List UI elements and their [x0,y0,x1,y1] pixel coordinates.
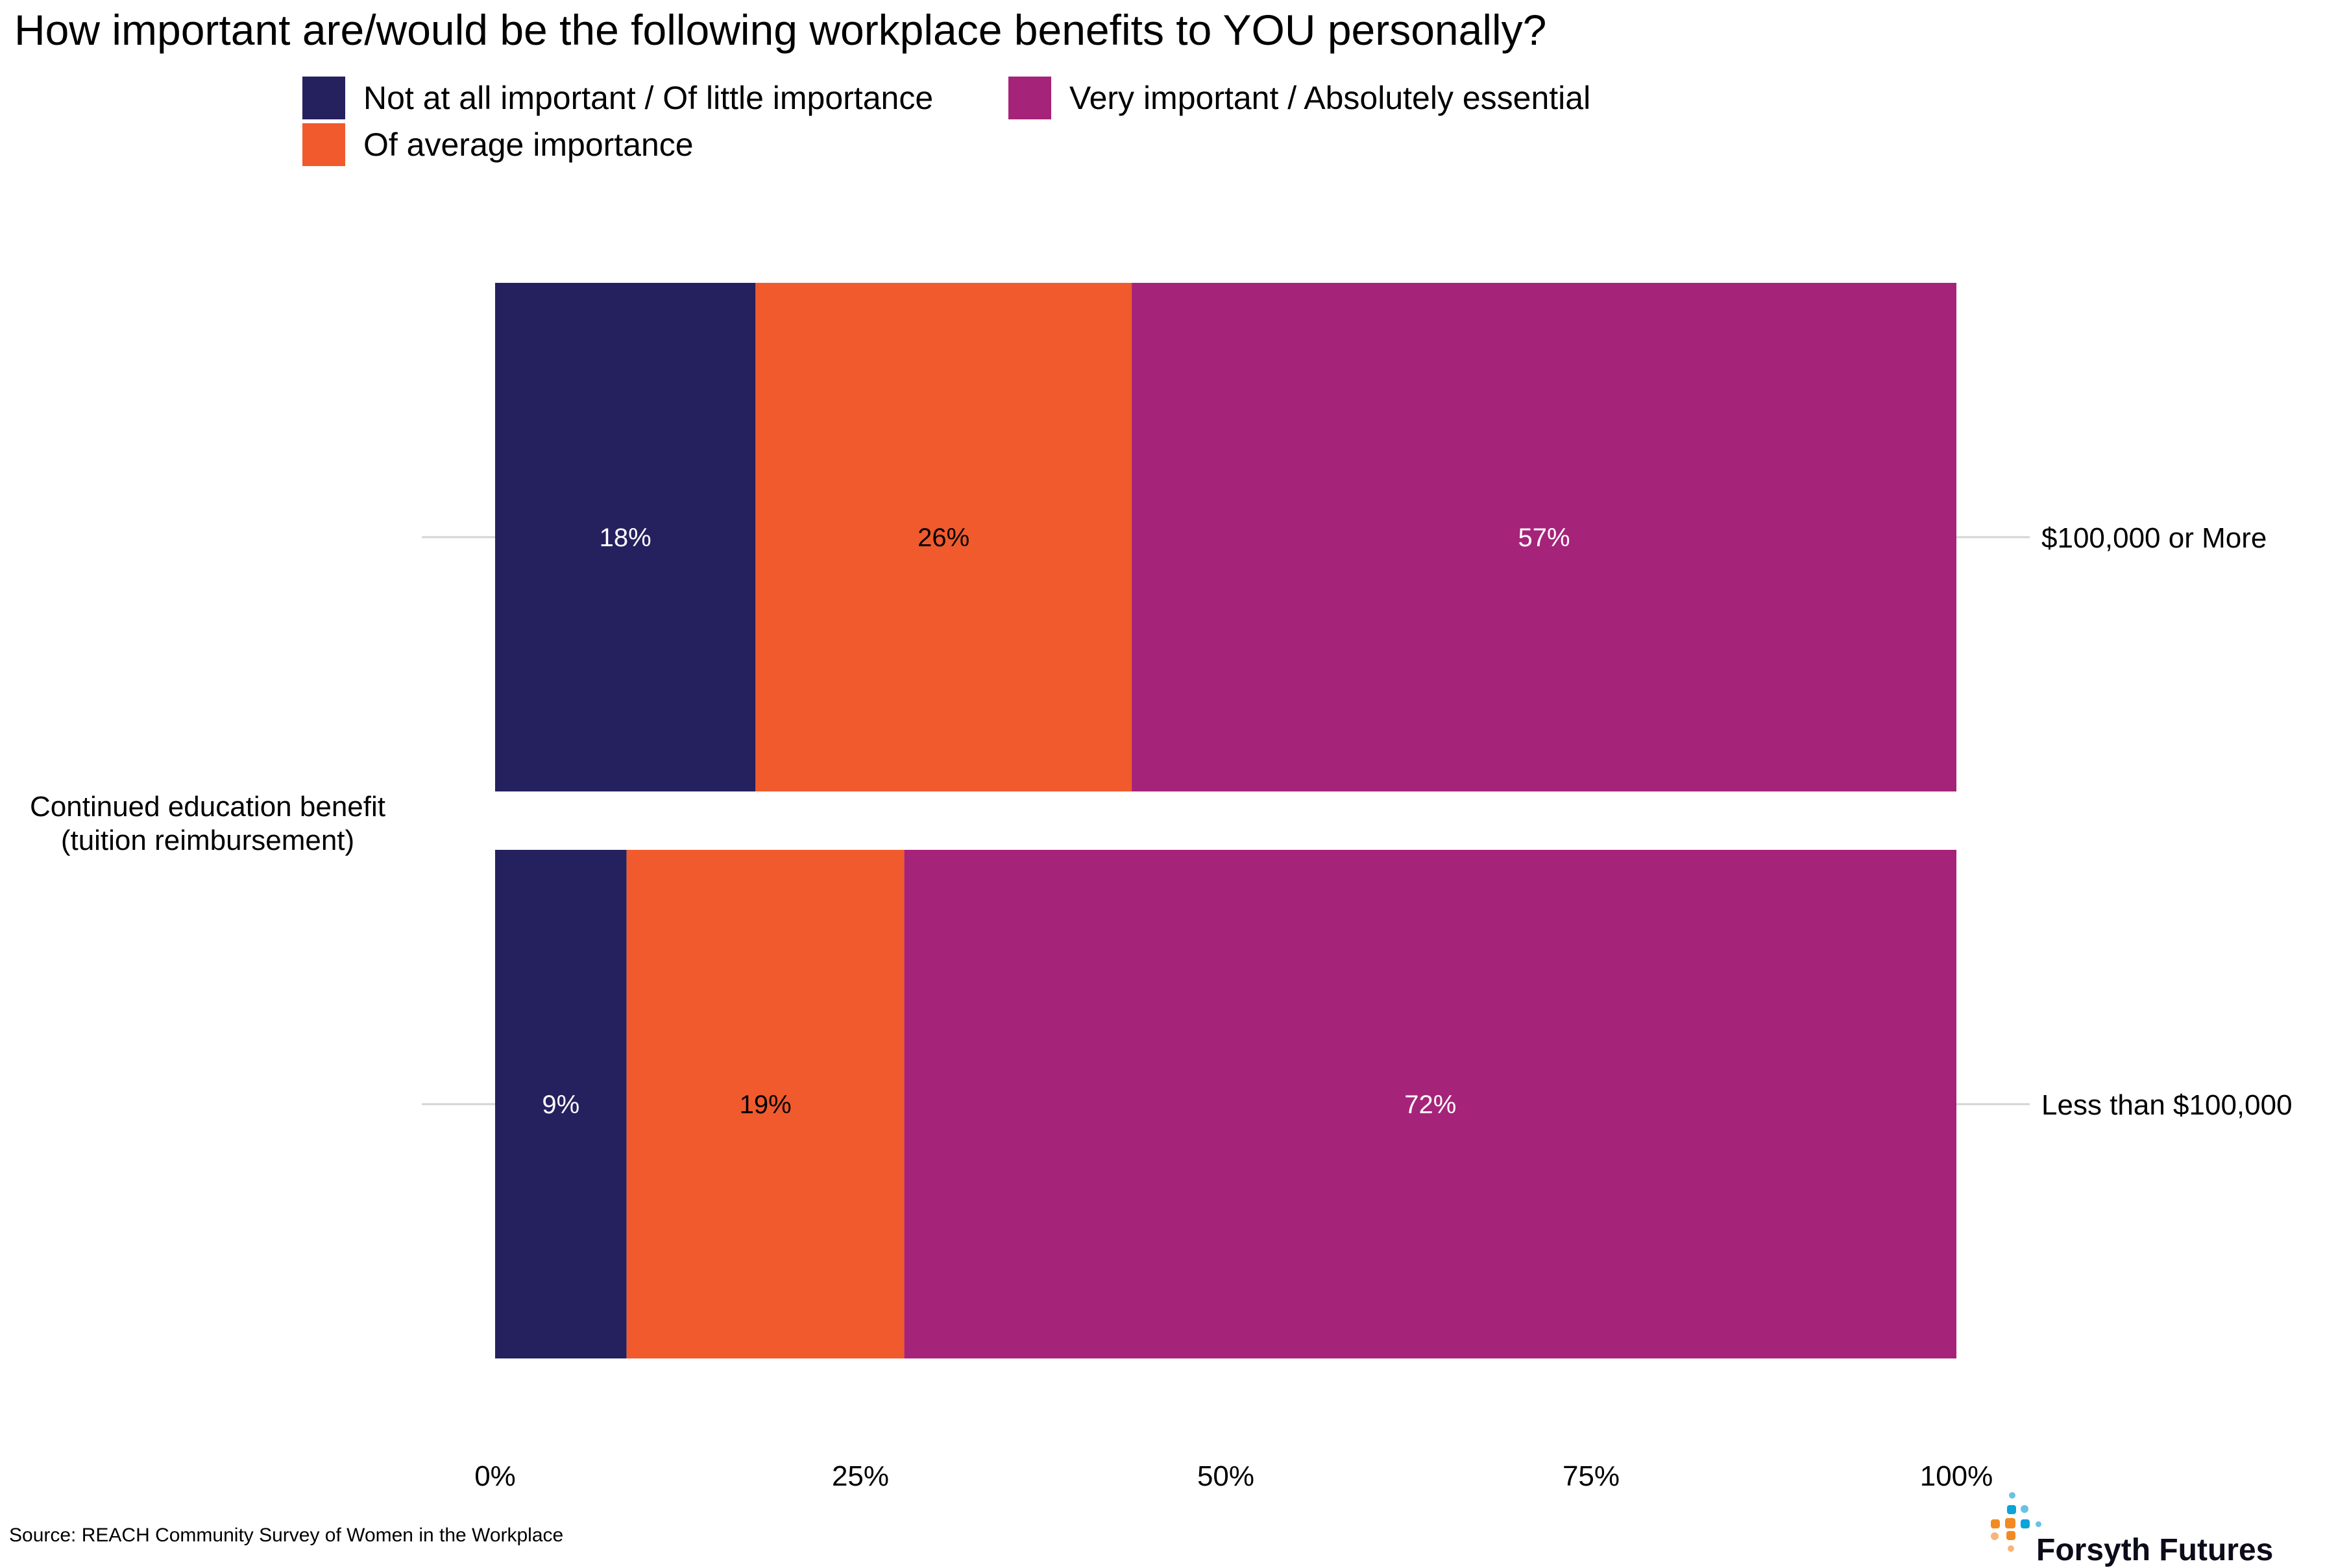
category-label: Continued education benefit (tuition rei… [6,790,409,858]
logo-text: Forsyth Futures [2036,1533,2274,1567]
data-label: 72% [1404,1091,1456,1119]
legend-swatch-average [302,123,345,166]
legend-item-very-important: Very important / Absolutely essential [1008,77,1590,119]
x-tick-label: 75% [1563,1460,1620,1492]
legend-swatch-very-important [1008,77,1051,119]
group-label: Less than $100,000 [2041,1089,2293,1121]
legend-label-very-important: Very important / Absolutely essential [1069,80,1591,116]
logo-dot [2009,1492,2015,1499]
bar-segment [904,850,1956,1358]
legend-label-average: Of average importance [363,127,694,163]
logo-dot [2021,1505,2028,1513]
bar-segment [626,850,905,1358]
x-tick-label: 50% [1197,1460,1254,1492]
x-tick-label: 100% [1920,1460,1993,1492]
legend-item-average: Of average importance [302,123,694,166]
data-label: 57% [1518,524,1570,552]
source-note: Source: REACH Community Survey of Women … [9,1525,564,1546]
bar-segment [755,283,1132,791]
x-tick-label: 25% [832,1460,889,1492]
category-label-line-2: (tuition reimbursement) [60,825,355,856]
category-label-line-1: Continued education benefit [30,791,385,823]
bar-segment [495,283,756,791]
logo-dot [2036,1521,2041,1527]
bar-segment [495,850,627,1358]
chart-title: How important are/would be the following… [14,6,1547,54]
legend-swatch-not-important [302,77,345,119]
data-label: 26% [918,524,969,552]
legend-item-not-important: Not at all important / Of little importa… [302,77,933,119]
data-label: 19% [740,1091,792,1119]
logo-dot [1991,1532,1999,1540]
logo-dot [2005,1518,2015,1528]
forsyth-futures-logo: Forsyth Futures [1986,1492,2284,1567]
group-label: $100,000 or More [2041,522,2267,554]
data-label: 9% [542,1091,579,1119]
bar-segment [1132,283,1956,791]
data-label: 18% [600,524,651,552]
logo-dot [2008,1545,2014,1552]
x-tick-label: 0% [474,1460,516,1492]
logo-dot [1991,1519,2000,1528]
logo-dot [2021,1519,2030,1528]
legend-label-not-important: Not at all important / Of little importa… [363,80,934,116]
logo-dot [2007,1505,2016,1514]
logo-dot [2006,1531,2015,1540]
